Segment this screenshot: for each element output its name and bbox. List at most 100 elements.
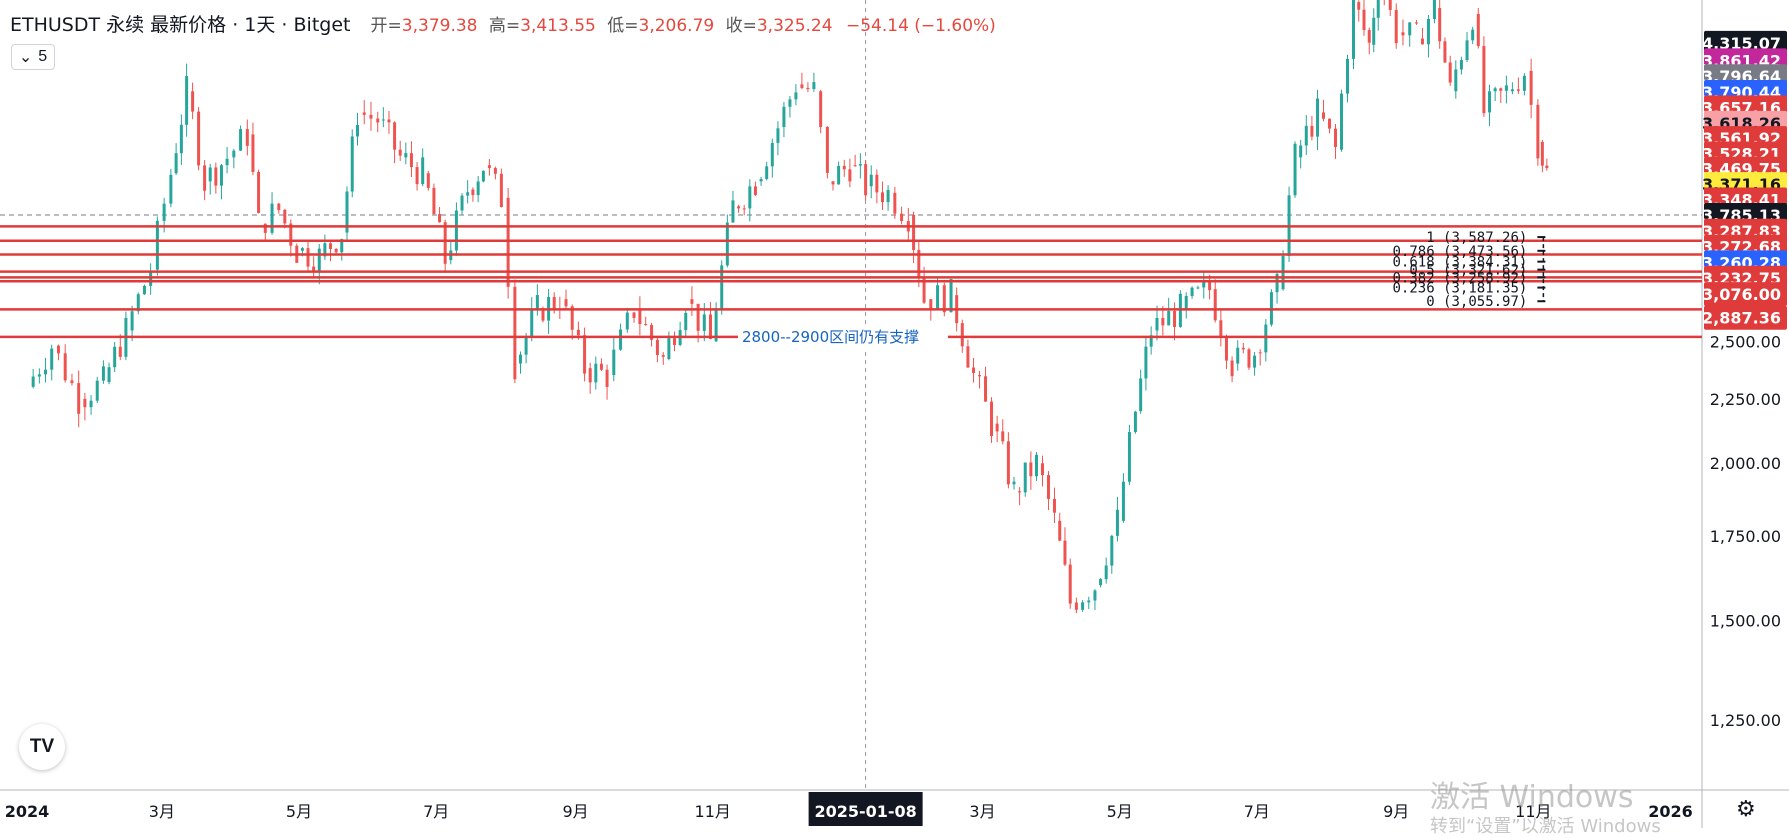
candle-body [972,367,976,374]
price-tag-label: 2,887.36 [1702,309,1781,328]
candle-body [1510,89,1514,92]
x-tick-label: 3月 [149,802,175,821]
candle-body [1471,29,1475,41]
logo-text: TV [29,736,55,757]
x-tick-label: 2026 [1648,802,1693,821]
candle-body [376,118,380,123]
candle-body [661,355,665,357]
candle-body [77,383,81,414]
candle-body [869,174,873,187]
chevron-down-icon: ⌄ [18,49,33,66]
candle-body [1367,30,1371,43]
candle-body [1133,411,1137,433]
candle-body [583,335,587,374]
candle-body [1196,287,1200,289]
candle-body [149,272,153,286]
candle-body [1362,9,1366,31]
candle-body [513,286,517,380]
candle-body [70,380,74,384]
ohlc-values: 开=3,379.38 高=3,413.55 低=3,206.79 收=3,325… [365,16,996,36]
candle-body [1499,88,1503,91]
candle-body [1018,491,1022,493]
candle-body [1443,41,1447,63]
candle-body [524,336,528,355]
candle-body [684,312,688,331]
candle-body [426,173,430,188]
candle-body [232,150,236,158]
candle-body [714,310,718,342]
candle-body [179,124,183,154]
candle-body [350,136,354,192]
candle-body [277,203,281,210]
candle-body [1465,40,1469,61]
windows-activation-watermark: 激活 Windows [1430,780,1634,815]
low-value: 3,206.79 [638,16,715,36]
candle-body [263,223,267,233]
candle-body [782,106,786,127]
candle-body [564,299,568,307]
candle-body [831,181,835,185]
candle-body [1167,311,1171,326]
gear-icon[interactable]: ⚙ [1736,796,1756,821]
high-value: 3,413.55 [520,16,596,36]
y-tick-label: 2,000.00 [1710,454,1781,473]
candle-body [990,401,994,436]
candle-body [1459,60,1463,70]
candle-body [162,203,166,221]
candle-body [203,165,207,191]
annotation-text: 2800--2900区间仍有支撑 [742,328,919,346]
candle-body [1340,93,1344,150]
candle-body [949,279,953,313]
candle-body [415,167,419,185]
candle-body [1529,70,1533,105]
candle-body [169,174,173,204]
crosshair-date-label: 2025-01-08 [814,802,916,821]
candle-body [345,191,349,233]
candle-body [56,345,60,354]
y-tick-label: 2,500.00 [1710,332,1781,351]
candle-body [708,314,712,339]
candle-body [1068,564,1072,604]
candle-body [632,312,636,318]
candle-body [1236,347,1240,364]
candle-body [725,222,729,266]
candle-body [720,265,724,311]
y-tick-label: 1,500.00 [1710,611,1781,630]
candle-body [753,186,757,195]
candle-body [1408,22,1412,36]
indicator-count: 5 [38,48,48,65]
candle-body [191,91,195,112]
x-tick-label: 5月 [286,802,312,821]
x-tick-label: 11月 [1515,802,1551,821]
candle-body [1149,335,1153,347]
tradingview-logo-icon[interactable]: TV [19,724,65,770]
candle-body [776,128,780,143]
candle-body [214,167,218,186]
candle-body [50,348,54,370]
candle-body [655,339,659,356]
fib-level-label: 0 (3,055.97) [1426,294,1527,310]
candle-body [481,170,485,182]
candle-body [936,285,940,311]
candle-body [1139,378,1143,412]
candle-body [197,111,201,166]
candle-body [1110,535,1114,566]
candle-body [1063,540,1067,565]
candle-body [1420,38,1424,45]
candle-body [369,114,373,119]
fib-level-label: 0.236 (3,181.35) [1393,281,1528,297]
candle-body [842,165,846,170]
candle-body [1522,75,1526,91]
candle-body [1074,602,1078,610]
indicators-collapse-button[interactable]: ⌄ 5 [11,44,55,70]
candle-body [443,222,447,264]
candle-body [960,323,964,347]
candle-body [1155,317,1159,331]
candle-body [570,306,574,330]
candle-body [1414,22,1418,24]
candle-body [300,248,304,251]
candle-body [1208,281,1212,291]
candle-body [893,192,897,214]
symbol-title: ETHUSDT 永续 最新价格 · 1天 · Bitget [10,14,351,36]
